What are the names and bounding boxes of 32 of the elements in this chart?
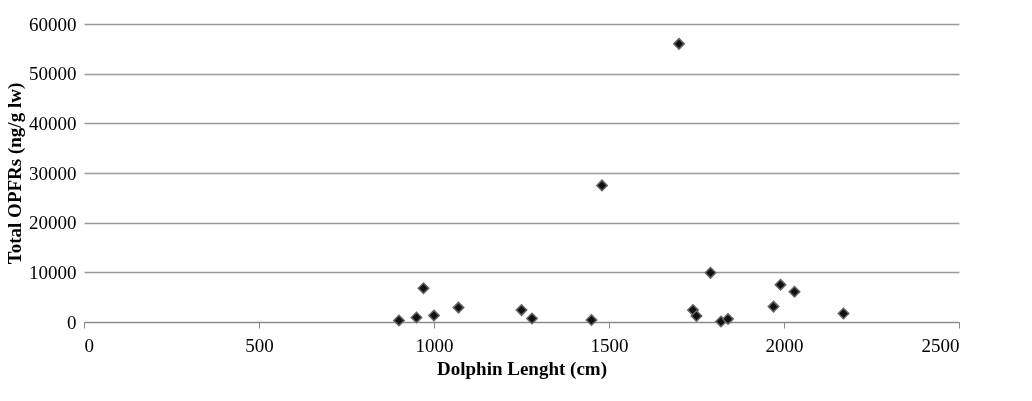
point: [673, 37, 685, 50]
y-axis-title: Total OPFRs (ng/g lw): [4, 82, 26, 265]
y-tick-label: 10000: [29, 261, 77, 283]
x-axis-title: Dolphin Lenght (cm): [437, 357, 607, 380]
point: [452, 301, 465, 314]
y-tick-label: 50000: [29, 63, 77, 85]
y-tick-label: 40000: [29, 112, 77, 134]
point: [690, 310, 703, 323]
x-tick-label: 1500: [590, 334, 629, 356]
x-tick-label: 2500: [921, 334, 960, 356]
point: [585, 314, 598, 327]
point: [704, 266, 717, 279]
point: [428, 309, 440, 322]
point: [596, 179, 608, 192]
point: [393, 314, 405, 327]
x-tick-label: 2000: [765, 334, 804, 356]
point: [722, 313, 734, 326]
x-tick-label: 500: [245, 334, 274, 356]
y-tick-label: 0: [67, 311, 77, 333]
point: [837, 307, 850, 320]
x-tick-label: 1000: [415, 334, 454, 356]
point: [515, 304, 528, 317]
point: [774, 278, 787, 291]
point: [767, 300, 780, 313]
point: [410, 311, 423, 324]
x-tick-label: 0: [84, 334, 94, 356]
point: [526, 312, 538, 325]
y-tick-label: 20000: [29, 212, 77, 234]
point: [417, 282, 430, 295]
y-tick-label: 60000: [29, 13, 77, 35]
y-tick-label: 30000: [29, 162, 77, 184]
point: [788, 285, 801, 298]
